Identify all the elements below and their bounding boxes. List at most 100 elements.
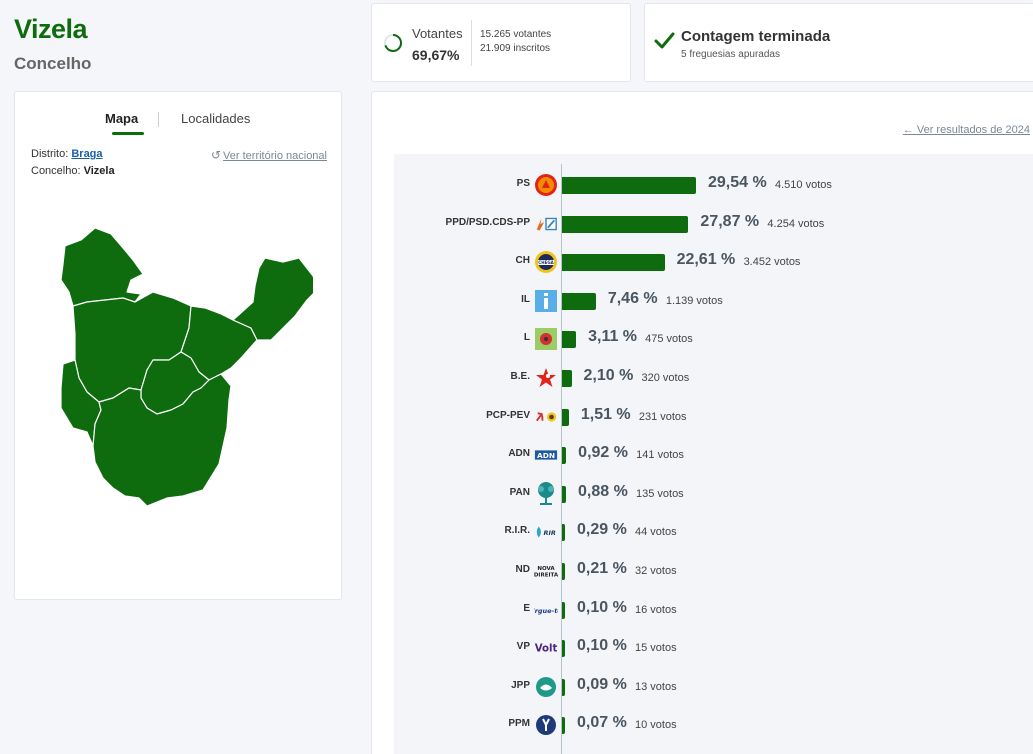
il-logo-icon (534, 289, 558, 313)
result-votes: 13 votos (635, 680, 677, 693)
result-row: VP Volt 0,10 % 15 votos (394, 633, 1033, 663)
voters-count: 15.265 votantes (480, 29, 552, 40)
livre-logo-icon (534, 327, 558, 351)
tab-localities[interactable]: Localidades (181, 111, 251, 126)
page-subtitle: Concelho (14, 54, 92, 73)
party-name: CH (515, 255, 530, 267)
result-votes: 135 votos (635, 487, 684, 500)
parish-northeast[interactable] (232, 257, 313, 341)
svg-text:Volt: Volt (535, 644, 558, 655)
party-name: R.I.R. (504, 525, 530, 537)
turnout-label: Votantes (412, 26, 463, 41)
psd-cds-logo-icon (534, 212, 558, 236)
district-label: Distrito: (31, 148, 69, 160)
arrow-left-icon: ← (902, 124, 917, 136)
council-label: Concelho: (31, 165, 81, 177)
result-percent: 0,92 % (578, 444, 628, 462)
district-line: Distrito: Braga (31, 148, 103, 160)
result-votes: 1.139 votos (665, 294, 723, 307)
ppm-logo-icon (534, 713, 558, 737)
council-map (60, 228, 313, 507)
result-bar (562, 524, 565, 542)
party-name: VP (516, 641, 530, 653)
result-votes: 141 votos (636, 449, 684, 462)
party-name: ND (515, 564, 530, 575)
volt-logo-icon: Volt (534, 636, 558, 660)
check-icon (654, 32, 675, 49)
registered-count: 21.909 inscritos (480, 43, 551, 54)
result-votes: 32 votos (635, 565, 677, 577)
result-bar (562, 717, 565, 735)
council-value: Vizela (83, 165, 115, 177)
result-row: B.E. 2,10 % 320 votos (394, 363, 1033, 393)
tab-divider (158, 112, 159, 127)
result-votes: 4.510 votos (775, 179, 832, 191)
party-name: L (523, 332, 530, 344)
result-percent: 0,29 % (577, 521, 627, 539)
result-percent: 0,21 % (577, 560, 627, 577)
result-votes: 320 votos (641, 372, 690, 384)
result-votes: 15 votos (635, 642, 677, 655)
svg-text:ADN: ADN (537, 451, 555, 460)
result-votes: 16 votos (635, 603, 677, 616)
party-name: ADN (508, 448, 530, 460)
party-name: PPD/PSD.CDS-PP (445, 216, 530, 228)
result-row: IL 7,46 % 1.139 votos (394, 286, 1033, 316)
party-name: PS (516, 178, 530, 189)
result-row: PPM 0,07 % 10 votos (394, 710, 1033, 740)
party-name: B.E. (510, 371, 530, 382)
turnout-percent: 69,67% (412, 47, 460, 63)
parish-north[interactable] (60, 228, 144, 307)
result-percent: 27,87 % (700, 212, 760, 230)
result-row: JPP 0,09 % 13 votos (394, 672, 1033, 702)
view-tabs: Mapa Localidades (15, 111, 341, 135)
result-votes: 231 votos (638, 410, 687, 423)
result-bar (562, 447, 567, 465)
ps-logo-icon (534, 173, 558, 197)
adn-logo-icon: ADN (534, 443, 558, 467)
result-votes: 4.254 votos (767, 217, 825, 230)
result-percent: 22,61 % (676, 251, 736, 269)
result-bar (562, 292, 596, 310)
result-bar (562, 408, 569, 426)
result-bar (562, 177, 696, 194)
svg-text:NOVA: NOVA (537, 566, 555, 572)
nd-logo-icon: NOVA DIREITA (534, 559, 558, 583)
result-percent: 2,10 % (583, 367, 634, 384)
result-row: L 3,11 % 475 votos (394, 324, 1033, 354)
count-status-subtitle: 5 freguesias apuradas (681, 49, 780, 60)
parish-south[interactable] (92, 373, 232, 507)
map-card: Mapa Localidades Distrito: Braga Concelh… (14, 91, 342, 600)
result-bar (562, 601, 565, 619)
result-bar (562, 485, 566, 503)
result-row: CH CHEGA 22,61 % 3.452 votos (394, 247, 1033, 277)
result-votes: 44 votos (635, 526, 677, 539)
result-percent: 0,10 % (577, 637, 627, 655)
party-name: JPP (511, 679, 530, 691)
result-percent: 0,10 % (577, 598, 627, 616)
party-name: IL (521, 293, 530, 305)
result-bar (562, 370, 572, 387)
count-status-card: Contagem terminada 5 freguesias apuradas (644, 3, 1033, 82)
rir-logo-icon: RIR (534, 520, 558, 544)
tab-map[interactable]: Mapa (105, 111, 139, 126)
result-bar (562, 254, 665, 272)
party-name: PCP-PEV (486, 409, 530, 421)
district-link[interactable]: Braga (71, 148, 103, 160)
result-row: ADN ADN 0,92 % 141 votos (394, 440, 1033, 470)
result-percent: 0,09 % (577, 675, 627, 693)
national-territory-link[interactable]: ↺ Ver território nacional (211, 148, 327, 162)
be-logo-icon (534, 366, 558, 390)
result-percent: 29,54 % (708, 174, 767, 191)
previous-results-link[interactable]: ← Ver resultados de 2024 (903, 124, 1030, 136)
result-percent: 1,51 % (580, 405, 631, 423)
result-percent: 7,46 % (607, 289, 658, 307)
results-card: ← Ver resultados de 2024 PS 29,54 % 4.510 … (371, 91, 1033, 754)
result-votes: 3.452 votos (743, 256, 801, 269)
tab-active-indicator (112, 132, 144, 135)
turnout-ring-icon (384, 34, 402, 52)
result-bar (562, 678, 565, 696)
result-percent: 0,07 % (577, 714, 627, 732)
